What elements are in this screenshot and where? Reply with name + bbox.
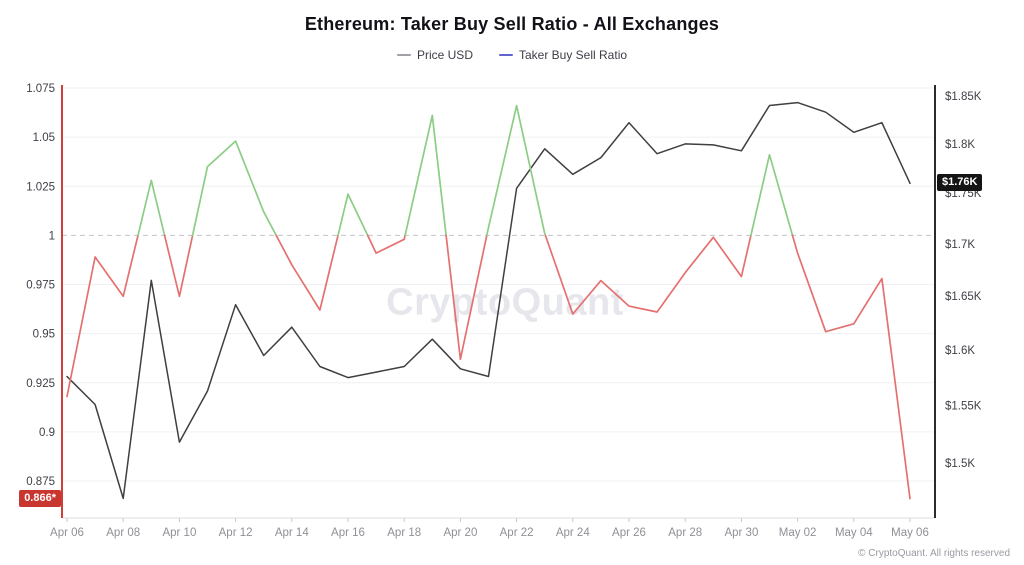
watermark: CryptoQuant: [386, 281, 624, 324]
left-axis-tick-label: 0.925: [26, 378, 55, 390]
ratio-line-segment-below-1: [163, 234, 194, 298]
x-axis-tick-label: May 04: [835, 527, 873, 539]
left-axis-tick-label: 0.9: [39, 427, 55, 439]
ratio-line-segment-below-1: [366, 234, 406, 254]
ratio-line-segment-below-1: [275, 234, 339, 311]
x-axis-tick-label: Apr 28: [668, 527, 702, 539]
x-axis-tick-label: Apr 10: [162, 527, 196, 539]
price-series-dash-icon: [396, 54, 411, 56]
left-axis-tick-label: 0.975: [26, 280, 55, 292]
x-axis-tick-label: Apr 22: [500, 527, 534, 539]
ratio-line-segment-above-1: [404, 114, 447, 237]
right-axis-tick-label: $1.55K: [945, 401, 982, 413]
legend-label-taker-buy-sell-ratio: Taker Buy Sell Ratio: [518, 48, 628, 62]
ratio-last-value-badge: 0.866*: [19, 489, 61, 507]
left-axis-tick-label: 1.05: [33, 132, 55, 144]
left-axis-tick-label: 1.025: [26, 181, 55, 193]
ratio-line-segment-above-1: [191, 140, 278, 237]
right-axis-tick-label: $1.5K: [945, 458, 975, 470]
ratio-line-segment-above-1: [137, 179, 166, 237]
left-axis-tick-label: 0.875: [26, 476, 55, 488]
x-axis-tick-label: Apr 12: [219, 527, 253, 539]
right-axis-tick-label: $1.85K: [945, 91, 982, 103]
legend-item-price-usd[interactable]: Price USD: [396, 48, 473, 62]
right-axis-tick-label: $1.7K: [945, 239, 975, 251]
x-axis-tick-label: May 02: [779, 527, 817, 539]
right-axis-tick-label: $1.6K: [945, 345, 975, 357]
ratio-line-segment-above-1: [337, 193, 369, 237]
x-axis-tick-label: Apr 16: [331, 527, 365, 539]
legend-item-taker-buy-sell-ratio[interactable]: Taker Buy Sell Ratio: [498, 48, 628, 62]
ratio-line-segment-above-1: [485, 104, 547, 237]
x-axis-tick-label: Apr 26: [612, 527, 646, 539]
x-axis-tick-label: Apr 18: [387, 527, 421, 539]
chart-title: Ethereum: Taker Buy Sell Ratio - All Exc…: [304, 14, 720, 34]
ratio-line-segment-below-1: [66, 234, 139, 398]
right-axis-tick-label: $1.8K: [945, 139, 975, 151]
ratio-line-segment-above-1: [750, 153, 794, 237]
x-axis-tick-label: Apr 30: [724, 527, 758, 539]
price-last-value-badge: $1.76K: [937, 174, 983, 192]
left-axis-tick-label: 0.95: [33, 329, 55, 341]
ratio-series-dash-icon: [498, 54, 513, 56]
x-axis-tick-label: May 06: [891, 527, 929, 539]
ratio-line-segment-below-1: [544, 234, 752, 315]
left-axis-tick-label: 1.075: [26, 83, 55, 95]
right-axis-tick-label: $1.75K: [945, 188, 982, 200]
price-usd-line: [66, 101, 911, 500]
ratio-line-segment-below-1: [791, 234, 911, 500]
x-axis-tick-label: Apr 14: [275, 527, 309, 539]
right-axis-tick-label: $1.65K: [945, 291, 982, 303]
x-axis-tick-label: Apr 08: [106, 527, 140, 539]
left-axis-tick-label: 1: [49, 230, 55, 242]
ratio-line-segment-below-1: [445, 234, 488, 361]
legend-label-price-usd: Price USD: [416, 48, 473, 62]
x-axis-tick-label: Apr 06: [50, 527, 84, 539]
legend: Price USD Taker Buy Sell Ratio: [0, 48, 1024, 62]
x-axis-tick-label: Apr 24: [556, 527, 590, 539]
x-axis-tick-label: Apr 20: [443, 527, 477, 539]
copyright-notice: © CryptoQuant. All rights reserved: [858, 548, 1010, 559]
